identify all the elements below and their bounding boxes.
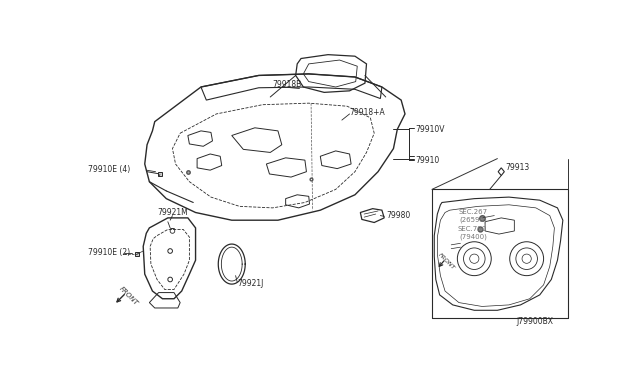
Text: J79900BX: J79900BX bbox=[516, 317, 554, 326]
Text: 79918B: 79918B bbox=[273, 80, 302, 89]
Text: 79910E (4): 79910E (4) bbox=[88, 165, 130, 174]
Text: 79980: 79980 bbox=[387, 211, 411, 220]
Text: 79918+A: 79918+A bbox=[349, 108, 385, 117]
Text: FRONT: FRONT bbox=[118, 285, 140, 306]
Text: SEC.267: SEC.267 bbox=[459, 209, 488, 215]
Text: 79921M: 79921M bbox=[157, 208, 188, 217]
Text: 79910V: 79910V bbox=[416, 125, 445, 134]
Text: FRONT: FRONT bbox=[437, 253, 456, 271]
Text: (26590): (26590) bbox=[460, 217, 488, 224]
Text: 79910: 79910 bbox=[416, 155, 440, 165]
Text: (79400): (79400) bbox=[459, 234, 487, 240]
Text: SEC.790: SEC.790 bbox=[458, 227, 486, 232]
Text: 79913: 79913 bbox=[505, 163, 529, 172]
Text: 79910E (2): 79910E (2) bbox=[88, 248, 130, 257]
Text: 79921J: 79921J bbox=[237, 279, 264, 288]
